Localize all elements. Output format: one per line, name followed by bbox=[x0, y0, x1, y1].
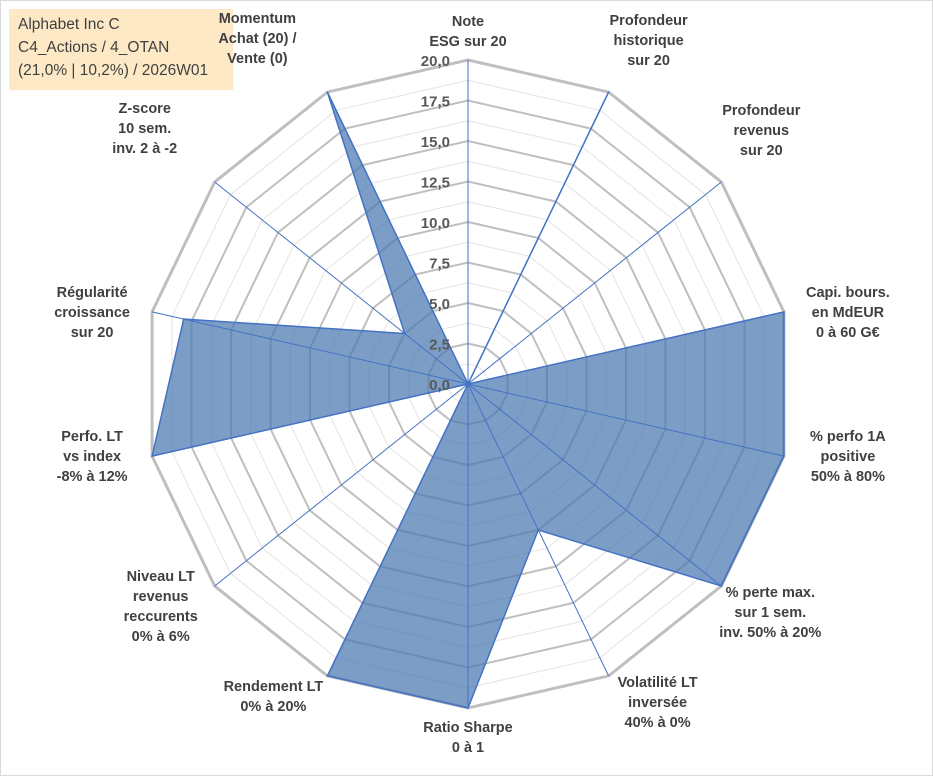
tick-label: 5,0 bbox=[429, 296, 450, 313]
axis-label-line: sur 1 sem. bbox=[734, 605, 806, 621]
axis-label-line: vs index bbox=[63, 449, 121, 465]
axis-label-line: Momentum bbox=[219, 11, 296, 27]
axis-label-line: revenus bbox=[733, 123, 789, 139]
data-point bbox=[151, 455, 153, 457]
axis-label-line: 50% à 80% bbox=[811, 469, 885, 485]
axis-label-line: revenus bbox=[133, 589, 189, 605]
axis-label: Note ESG sur 20 bbox=[429, 14, 506, 50]
data-point bbox=[182, 318, 185, 320]
spoke-line bbox=[467, 181, 722, 385]
axis-label: Régularité croissance sur 20 bbox=[54, 285, 130, 341]
tick-label: 15,0 bbox=[421, 134, 450, 151]
data-point bbox=[783, 455, 785, 457]
spoke-line bbox=[151, 383, 469, 457]
axis-label-line: Rendement LT bbox=[224, 679, 324, 695]
axis-label-line: 10 sem. bbox=[118, 121, 171, 137]
axis-label-line: sur 20 bbox=[71, 325, 114, 341]
axis-label: Profondeur revenus sur 20 bbox=[722, 103, 800, 159]
axis-label-line: Perfo. LT bbox=[61, 429, 123, 445]
data-point bbox=[467, 707, 469, 709]
axis-label-line: Profondeur bbox=[610, 13, 688, 29]
data-point bbox=[607, 91, 610, 93]
axis-label-line: ESG sur 20 bbox=[429, 34, 506, 50]
axis-label: Niveau LT revenus reccurents 0% à 6% bbox=[124, 569, 198, 645]
tick-label: 17,5 bbox=[421, 94, 450, 111]
data-point bbox=[403, 332, 406, 335]
axis-label: Volatilité LT inversée 40% à 0% bbox=[618, 675, 698, 731]
spoke-line bbox=[467, 91, 610, 385]
spoke-line bbox=[467, 311, 785, 385]
info-box: Alphabet Inc C C4_Actions / 4_OTAN (21,0… bbox=[9, 9, 233, 90]
axis-label-line: en MdEUR bbox=[812, 305, 885, 321]
info-title: Alphabet Inc C bbox=[18, 16, 120, 33]
axis-label: Capi. bours. en MdEUR 0 à 60 G€ bbox=[806, 285, 890, 341]
axis-label: % perte max. sur 1 sem. inv. 50% à 20% bbox=[719, 585, 821, 641]
axis-label: Profondeur historique sur 20 bbox=[610, 13, 688, 69]
spoke-line bbox=[214, 181, 469, 385]
spoke-line bbox=[326, 383, 469, 677]
tick-label: 10,0 bbox=[421, 215, 450, 232]
axis-label-line: croissance bbox=[54, 305, 130, 321]
data-point bbox=[326, 675, 329, 677]
axis-label-line: % perfo 1A bbox=[810, 429, 886, 445]
tick-label: 0,0 bbox=[429, 377, 450, 394]
axis-label: Rendement LT 0% à 20% bbox=[224, 679, 324, 715]
data-point bbox=[537, 529, 540, 531]
data-point bbox=[783, 311, 785, 313]
spoke-line bbox=[467, 383, 785, 457]
axis-label-line: Régularité bbox=[57, 285, 128, 301]
tick-label: 12,5 bbox=[421, 175, 450, 192]
axis-label-line: historique bbox=[614, 33, 684, 49]
tick-label: 7,5 bbox=[429, 256, 450, 273]
axis-label: Z-score 10 sem. inv. 2 à -2 bbox=[112, 101, 177, 157]
axis-label-line: sur 20 bbox=[740, 143, 783, 159]
axis-label-line: 0% à 20% bbox=[240, 699, 306, 715]
axis-label-line: Vente (0) bbox=[227, 51, 288, 67]
axis-label: Momentum Achat (20) / Vente (0) bbox=[218, 11, 296, 67]
axis-label-line: 0 à 60 G€ bbox=[816, 325, 880, 341]
axis-label-line: reccurents bbox=[124, 609, 198, 625]
axis-label-line: 0% à 6% bbox=[132, 629, 190, 645]
spoke-line bbox=[467, 383, 722, 587]
info-stats: (21,0% | 10,2%) / 2026W01 bbox=[18, 62, 209, 79]
axis-label-line: Niveau LT bbox=[127, 569, 195, 585]
axis-label-line: Profondeur bbox=[722, 103, 800, 119]
data-point bbox=[720, 585, 723, 587]
spoke-line bbox=[326, 91, 469, 385]
axis-label-line: -8% à 12% bbox=[57, 469, 128, 485]
axis-label: Perfo. LT vs index -8% à 12% bbox=[57, 429, 128, 485]
axis-label-line: 40% à 0% bbox=[625, 715, 691, 731]
axis-label-line: Note bbox=[452, 14, 484, 30]
axis-label-line: % perte max. bbox=[726, 585, 815, 601]
axis-label-line: positive bbox=[821, 449, 876, 465]
tick-label: 20,0 bbox=[421, 53, 450, 70]
spoke-line bbox=[214, 383, 469, 587]
axis-label-line: Capi. bours. bbox=[806, 285, 890, 301]
axis-label: % perfo 1A positive 50% à 80% bbox=[810, 429, 886, 485]
axis-label-line: 0 à 1 bbox=[452, 740, 484, 756]
axis-label-line: Achat (20) / bbox=[218, 31, 296, 47]
axis-label: Ratio Sharpe 0 à 1 bbox=[423, 720, 512, 756]
axis-label-line: inv. 50% à 20% bbox=[719, 625, 821, 641]
axis-label-line: inversée bbox=[628, 695, 687, 711]
spoke-line bbox=[151, 311, 469, 385]
info-category: C4_Actions / 4_OTAN bbox=[18, 39, 170, 56]
axis-label-line: inv. 2 à -2 bbox=[112, 141, 177, 157]
tick-label: 2,5 bbox=[429, 337, 450, 354]
axis-label-line: Z-score bbox=[119, 101, 171, 117]
axis-label-line: Ratio Sharpe bbox=[423, 720, 512, 736]
data-point bbox=[467, 383, 469, 385]
axis-label-line: sur 20 bbox=[627, 53, 670, 69]
data-point bbox=[326, 91, 329, 93]
axis-label-line: Volatilité LT bbox=[618, 675, 698, 691]
